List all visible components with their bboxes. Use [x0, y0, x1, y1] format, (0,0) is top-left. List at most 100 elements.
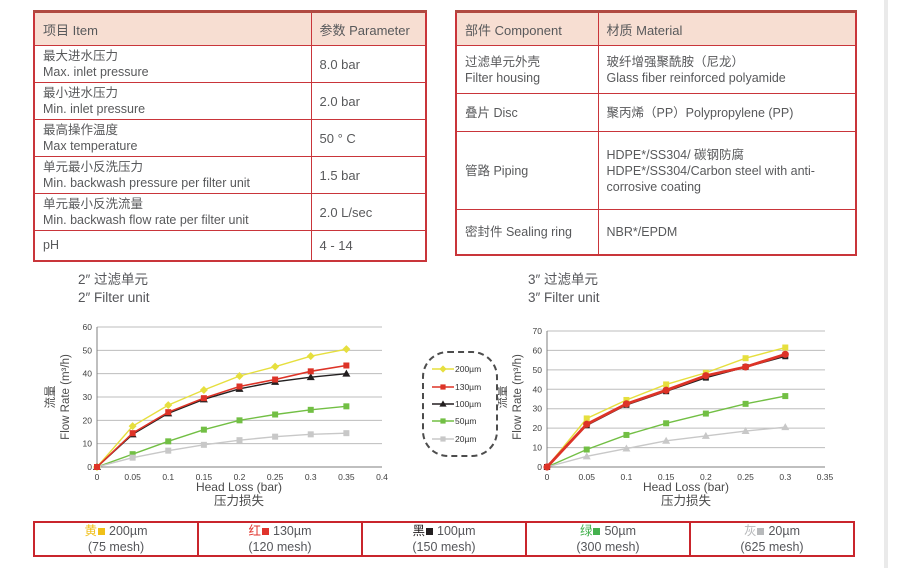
component-label-en: Filter housing — [465, 70, 541, 85]
material-header: 材质 Material — [597, 11, 857, 46]
series-legend: 200µm 130µm 100µm 50µm 20µm — [422, 351, 498, 457]
row-label-en: Min. backwash pressure per filter unit — [43, 176, 251, 190]
legend-marker-icon — [432, 384, 454, 390]
row-label-zh: pH — [43, 238, 59, 253]
legend-label: 200µm — [455, 364, 482, 375]
color-square-icon — [757, 527, 765, 535]
table-row: 过滤单元外壳 Filter housing 玻纤增强聚酰胺（尼龙） Glass fi… — [455, 45, 857, 94]
svg-text:20: 20 — [83, 415, 93, 425]
svg-text:50: 50 — [83, 345, 93, 355]
material-zh: 玻纤增强聚酰胺（尼龙） — [606, 54, 745, 69]
row-label-zh: 最小进水压力 — [43, 86, 119, 100]
legend-marker-icon — [432, 400, 454, 407]
chart-title-zh: 2″ 过滤单元 — [78, 272, 149, 287]
color-square-icon — [426, 527, 434, 535]
x-axis-label-3inch: Head Loss (bar) 压力损失 — [586, 480, 786, 508]
color-square-icon — [262, 527, 270, 535]
row-label-en: Min. inlet pressure — [43, 102, 146, 116]
x-axis-label-2inch: Head Loss (bar) 压力损失 — [139, 480, 339, 508]
table-row: 最小进水压力 Min. inlet pressure 2.0 bar — [33, 82, 427, 120]
row-label-zh: 单元最小反洗流量 — [43, 197, 144, 211]
mesh-count: (300 mesh) — [576, 540, 640, 554]
svg-text:20: 20 — [533, 423, 543, 433]
row-label-en: Min. backwash flow rate per filter unit — [43, 213, 249, 227]
legend-item: 130µm — [424, 382, 496, 392]
table-row: 管路 Piping HDPE*/SS304/ 碳钢防腐 HDPE*/SS304/C… — [455, 131, 857, 210]
mesh-count: (120 mesh) — [248, 540, 312, 554]
legend-label: 20µm — [455, 433, 477, 444]
svg-text:0: 0 — [87, 462, 92, 472]
material-zh: NBR*/EPDM — [606, 224, 678, 239]
color-square-icon — [98, 527, 106, 535]
table-row: 最大进水压力 Max. inlet pressure 8.0 bar — [33, 45, 427, 83]
component-header: 部件 Component — [455, 11, 599, 46]
legend-label: 50µm — [455, 416, 477, 427]
legend-marker-icon — [432, 418, 454, 424]
table-row: 最高操作温度 Max temperature 50 ° C — [33, 119, 427, 157]
svg-text:0.15: 0.15 — [196, 472, 213, 482]
mesh-count: (625 mesh) — [740, 540, 804, 554]
component-label-zh: 管路 Piping — [465, 163, 529, 178]
svg-text:60: 60 — [533, 345, 543, 355]
item-parameter-table: 项目 Item 参数 Parameter 最大进水压力 Max. inlet pr… — [33, 10, 427, 262]
chart-title-2inch: 2″ 过滤单元 2″ Filter unit — [78, 271, 150, 306]
legend-item: 20µm — [424, 434, 496, 444]
svg-text:0.35: 0.35 — [817, 472, 834, 482]
color-word: 绿 — [579, 524, 593, 538]
mesh-count: (75 mesh) — [87, 540, 145, 554]
svg-text:10: 10 — [533, 443, 543, 453]
row-label-zh: 最大进水压力 — [43, 49, 119, 63]
svg-text:0.2: 0.2 — [700, 472, 712, 482]
flow-rate-chart-2inch: 0 10 20 30 40 50 60 0 0.05 0.1 0.15 0.2 0.25 0.3 0.35 0… — [83, 322, 389, 482]
mesh-color-key-table: 黄 200µm (75 mesh) 红 130µm (120 mesh) 黑 100µ… — [33, 521, 855, 557]
micron-size: 100µm — [437, 524, 476, 538]
row-value: 2.0 bar — [310, 82, 427, 120]
chart-title-en: 3″ Filter unit — [528, 289, 600, 305]
svg-text:0.3: 0.3 — [779, 472, 791, 482]
svg-text:30: 30 — [83, 392, 93, 402]
legend-marker-icon — [432, 365, 454, 373]
row-label-zh: 单元最小反洗压力 — [43, 160, 144, 174]
table-row: 单元最小反洗流量 Min. backwash flow rate per filt… — [33, 193, 427, 231]
svg-text:40: 40 — [83, 369, 93, 379]
material-en: HDPE*/SS304/Carbon steel with anti-corro… — [606, 163, 815, 194]
table-row: pH 4 - 14 — [33, 230, 427, 261]
svg-text:0.35: 0.35 — [338, 472, 355, 482]
svg-text:60: 60 — [83, 322, 93, 332]
legend-item: 100µm — [424, 399, 496, 409]
item-header: 项目 Item — [33, 11, 312, 46]
color-word: 黄 — [84, 524, 98, 538]
component-label-zh: 密封件 Sealing ring — [465, 224, 572, 239]
parameter-header: 参数 Parameter — [310, 11, 427, 46]
svg-text:0: 0 — [545, 472, 550, 482]
row-value: 50 ° C — [310, 119, 427, 157]
chart-title-zh: 3″ 过滤单元 — [528, 272, 599, 287]
svg-text:30: 30 — [533, 404, 543, 414]
row-value: 4 - 14 — [310, 230, 427, 261]
svg-text:0.4: 0.4 — [376, 472, 388, 482]
svg-text:0.1: 0.1 — [162, 472, 174, 482]
row-value: 2.0 L/sec — [310, 193, 427, 231]
material-en: Glass fiber reinforced polyamide — [606, 70, 786, 85]
mesh-cell-black: 黑 100µm (150 mesh) — [363, 523, 527, 555]
svg-text:0.25: 0.25 — [267, 472, 284, 482]
material-zh: 聚丙烯（PP）Polypropylene (PP) — [606, 105, 794, 120]
mesh-cell-green: 绿 50µm (300 mesh) — [527, 523, 691, 555]
legend-marker-icon — [432, 436, 454, 442]
chart-title-en: 2″ Filter unit — [78, 289, 150, 305]
chart-title-3inch: 3″ 过滤单元 3″ Filter unit — [528, 271, 600, 306]
svg-text:0.3: 0.3 — [305, 472, 317, 482]
row-value: 8.0 bar — [310, 45, 427, 83]
mesh-cell-red: 红 130µm (120 mesh) — [199, 523, 363, 555]
x-axis-label-en: Head Loss (bar) — [195, 480, 283, 494]
micron-size: 200µm — [109, 524, 148, 538]
micron-size: 50µm — [604, 524, 637, 538]
svg-text:0.05: 0.05 — [124, 472, 141, 482]
svg-text:0.2: 0.2 — [234, 472, 246, 482]
micron-size: 20µm — [768, 524, 801, 538]
row-value: 1.5 bar — [310, 156, 427, 194]
row-label-en: Max. inlet pressure — [43, 65, 149, 79]
svg-text:40: 40 — [533, 384, 543, 394]
row-label-zh: 最高操作温度 — [43, 123, 119, 137]
legend-label: 100µm — [455, 398, 482, 409]
